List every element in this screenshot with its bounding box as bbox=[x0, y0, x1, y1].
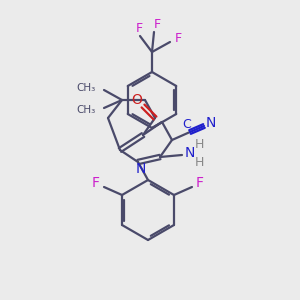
Text: F: F bbox=[92, 176, 100, 190]
Text: N: N bbox=[185, 146, 195, 160]
Text: CH₃: CH₃ bbox=[77, 83, 96, 93]
Text: N: N bbox=[136, 162, 146, 176]
Text: CH₃: CH₃ bbox=[77, 105, 96, 115]
Text: O: O bbox=[132, 93, 142, 107]
Text: N: N bbox=[206, 116, 216, 130]
Text: H: H bbox=[194, 139, 204, 152]
Text: F: F bbox=[153, 17, 161, 31]
Text: F: F bbox=[196, 176, 204, 190]
Text: F: F bbox=[174, 32, 182, 46]
Text: F: F bbox=[135, 22, 142, 34]
Text: C: C bbox=[183, 118, 191, 131]
Text: H: H bbox=[194, 155, 204, 169]
